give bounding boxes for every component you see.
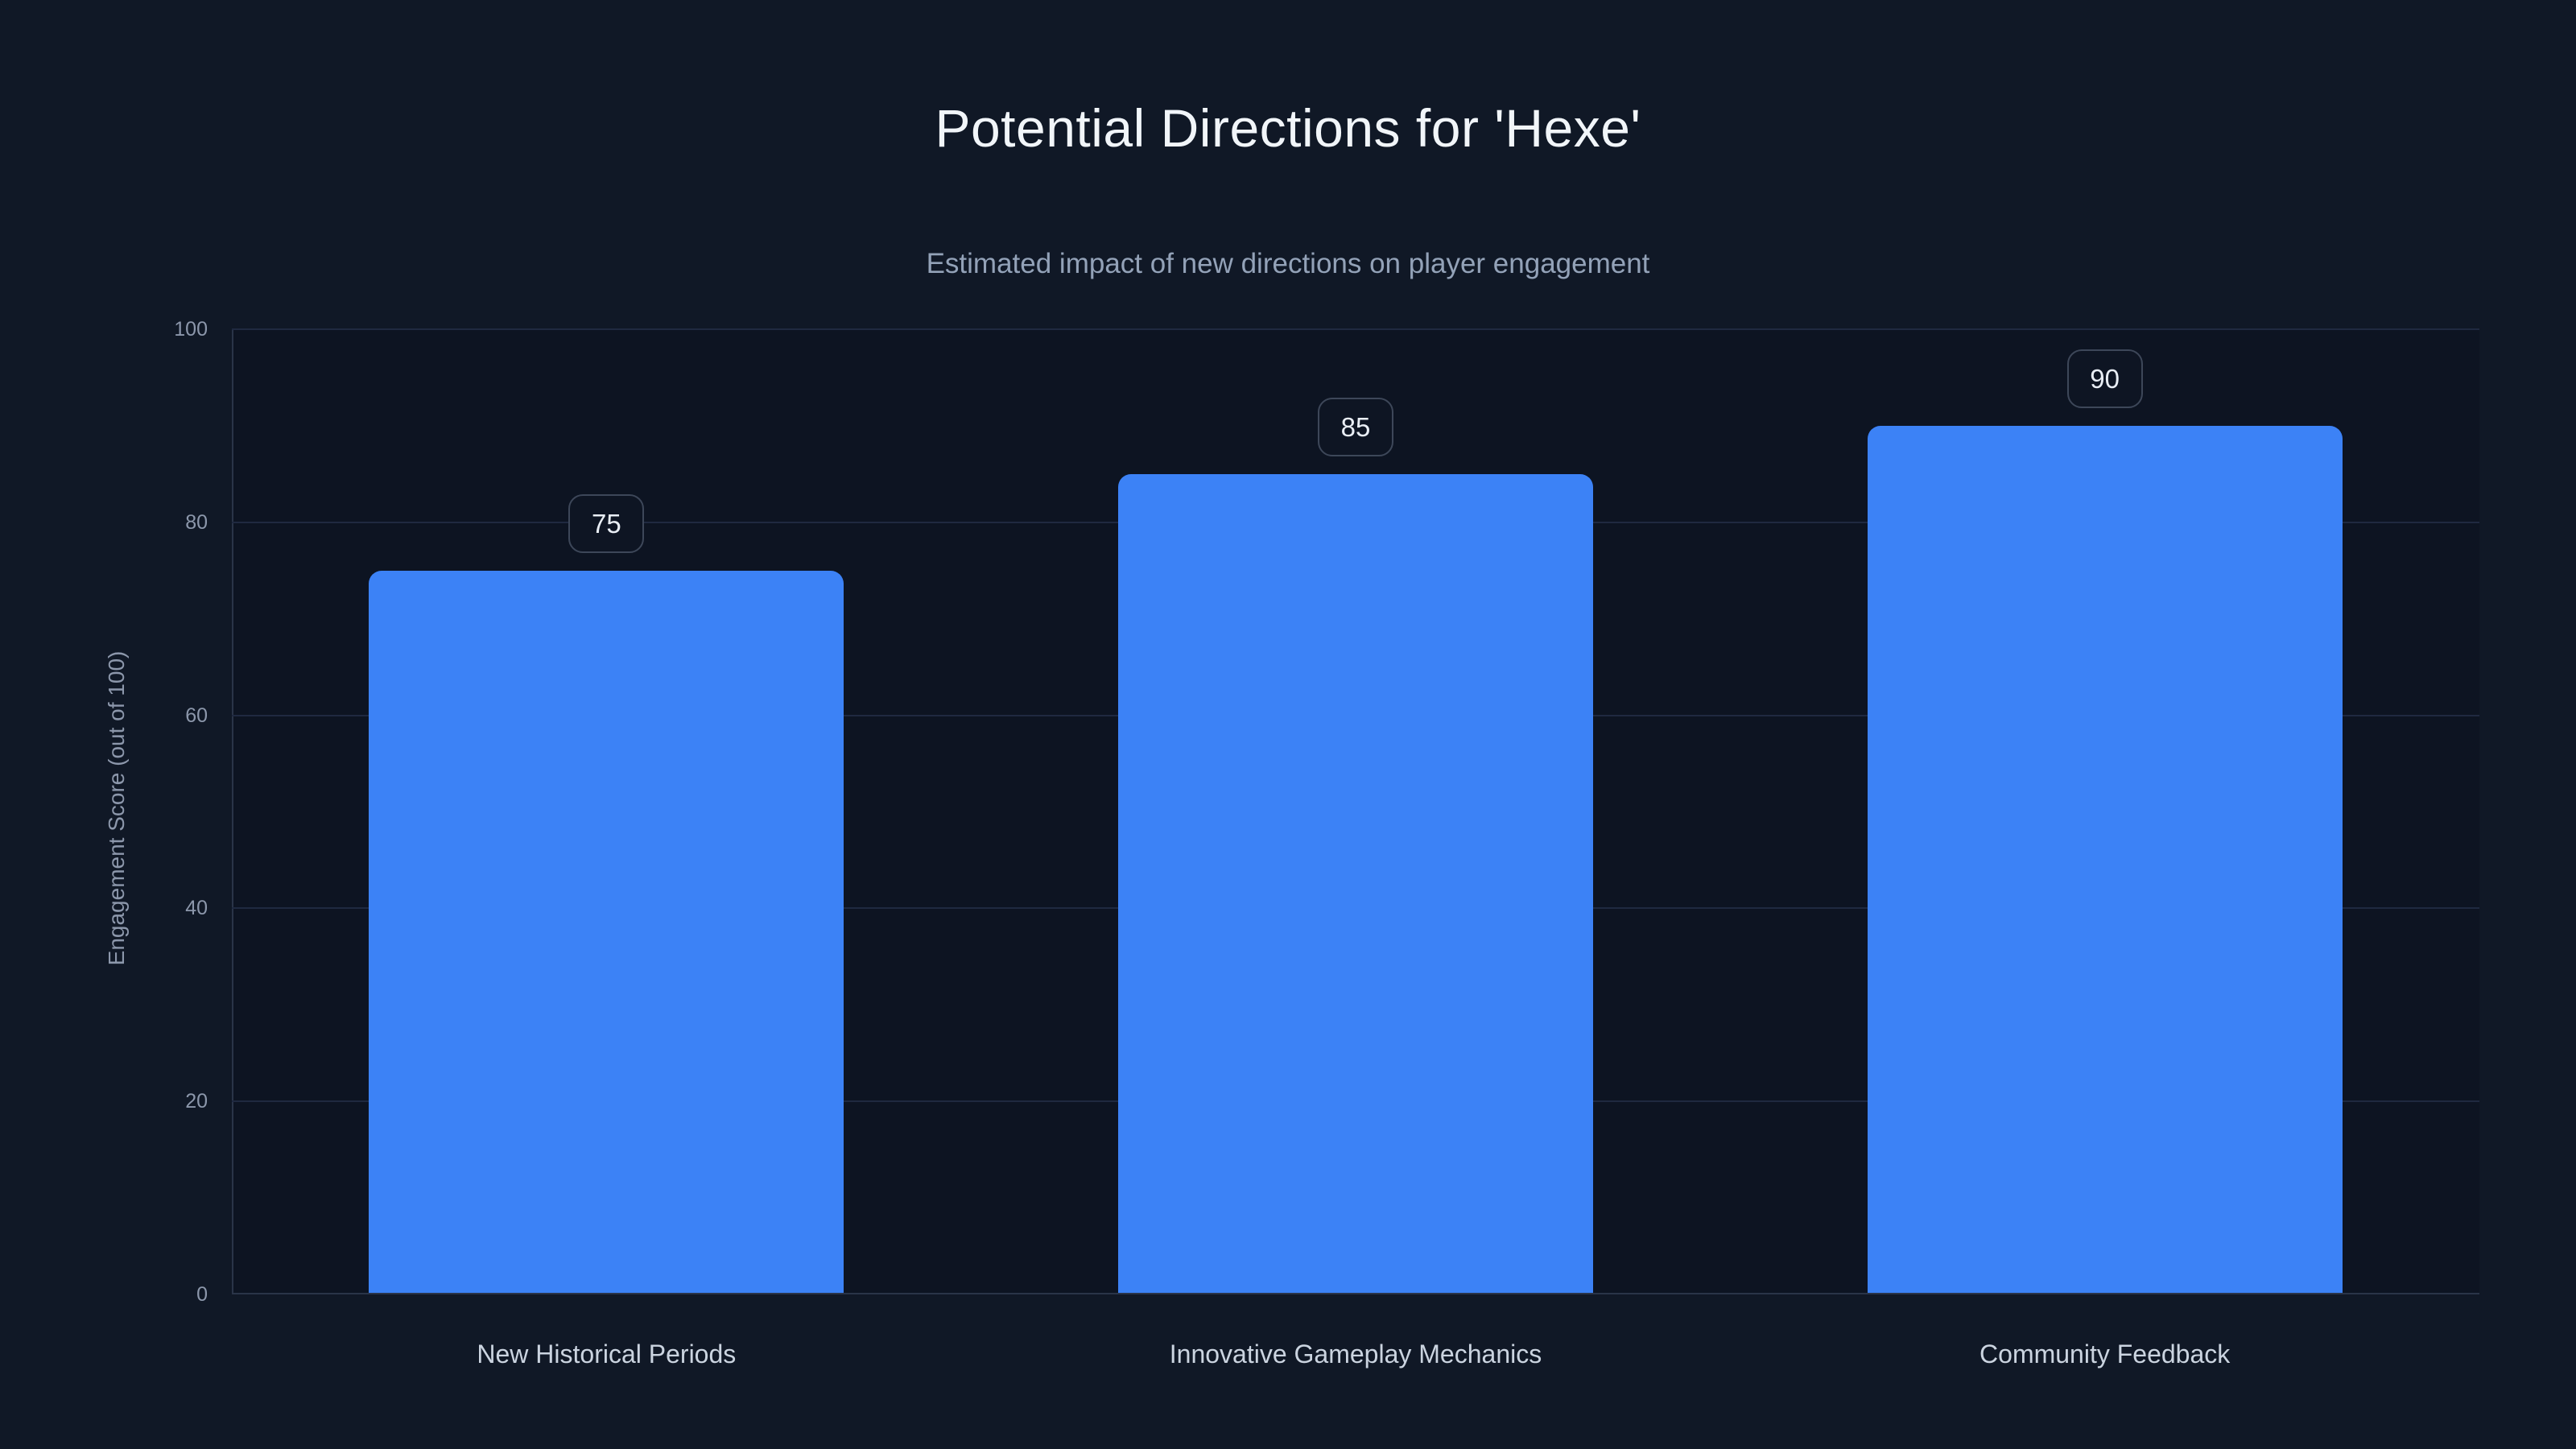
bar[interactable] <box>1118 473 1593 1293</box>
x-category-label: Innovative Gameplay Mechanics <box>1169 1340 1542 1368</box>
bar-value-badge: 85 <box>1318 397 1393 456</box>
y-tick-label: 60 <box>185 704 208 727</box>
y-tick-label: 80 <box>185 510 208 534</box>
bar-value-label: 85 <box>1340 411 1371 442</box>
y-tick-label: 40 <box>185 897 208 920</box>
x-category-label: Community Feedback <box>1979 1340 2231 1368</box>
y-tick-label: 0 <box>196 1283 208 1306</box>
bar-value-label: 90 <box>2090 363 2120 394</box>
bar-value-badge: 75 <box>568 493 645 553</box>
chart-subtitle: Estimated impact of new directions on pl… <box>926 248 1650 279</box>
gridline <box>232 328 2479 330</box>
y-tick-label: 100 <box>174 318 208 341</box>
bar-value-label: 75 <box>591 508 621 539</box>
bar-value-badge: 90 <box>2066 349 2143 408</box>
y-tick-label: 20 <box>185 1090 208 1113</box>
chart-title: Potential Directions for 'Hexe' <box>935 98 1641 158</box>
bar[interactable] <box>1867 425 2343 1293</box>
bar[interactable] <box>369 570 844 1293</box>
x-category-label: New Historical Periods <box>477 1340 737 1368</box>
